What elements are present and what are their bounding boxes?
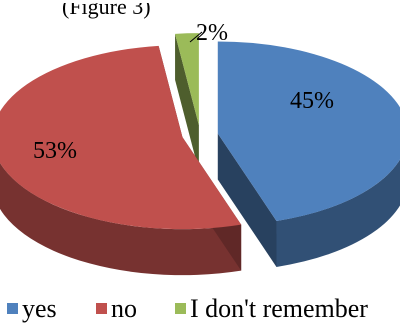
data-label-no: 53% — [33, 138, 77, 164]
legend-swatch-no — [96, 303, 107, 314]
pie-slices — [0, 33, 400, 276]
data-label-yes: 45% — [290, 88, 334, 114]
pie-slice-no — [0, 45, 242, 276]
legend-label-yes: yes — [22, 294, 57, 323]
legend-label-no: no — [111, 294, 137, 323]
pie-data-labels: 45% 53% 2% — [33, 20, 334, 164]
leader-line — [189, 31, 203, 43]
data-label-i-don-t-remember: 2% — [196, 20, 228, 46]
legend-swatch-yes — [7, 303, 18, 314]
legend: yes no I don't remember — [7, 294, 368, 323]
caption-text: (Figure 3) — [62, 0, 151, 19]
pie-slice-i-don-t-remember — [175, 33, 199, 172]
legend-label-i-don-t-remember: I don't remember — [190, 294, 368, 323]
caption-fragment: (Figure 3) — [0, 0, 400, 22]
pie-slice-yes — [217, 41, 400, 267]
legend-swatch-i-don-t-remember — [175, 303, 186, 314]
